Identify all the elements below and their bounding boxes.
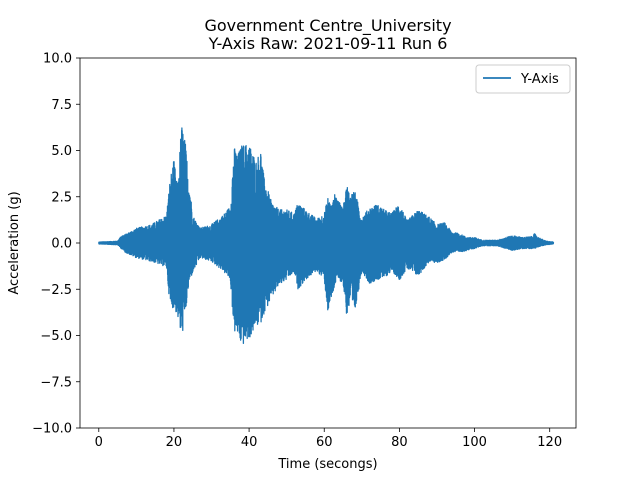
- y-tick-label: 0.0: [51, 237, 72, 252]
- series-line-y-axis: [98, 127, 555, 345]
- y-tick-label: 10.0: [43, 52, 72, 67]
- y-tick-label: 7.5: [51, 98, 72, 113]
- x-axis-label: Time (secongs): [277, 457, 377, 472]
- x-tick-label: 0: [95, 435, 103, 450]
- axes: 0 20 40 60 80 100 120 −10.0 −7.5 −5.0 −2.5 0.0 2.5 5.…: [32, 52, 577, 450]
- x-tick-label: 20: [166, 435, 183, 450]
- x-tick-label: 60: [316, 435, 333, 450]
- y-tick-label: −7.5: [40, 375, 72, 390]
- x-tick-label: 100: [462, 435, 487, 450]
- plot-area: [98, 127, 555, 345]
- y-tick-label: −10.0: [32, 422, 72, 437]
- x-tick-label: 80: [391, 435, 408, 450]
- y-tick-label: 5.0: [51, 144, 72, 159]
- y-tick-label: 2.5: [51, 190, 72, 205]
- legend-label: Y-Axis: [520, 72, 559, 87]
- x-tick-label: 120: [537, 435, 562, 450]
- chart-title: Government Centre_University: [204, 16, 451, 36]
- legend: Y-Axis: [475, 64, 571, 94]
- legend-box: [475, 64, 571, 94]
- x-tick-label: 40: [241, 435, 258, 450]
- chart-subtitle: Y-Axis Raw: 2021-09-11 Run 6: [208, 34, 448, 53]
- y-tick-label: −2.5: [40, 283, 72, 298]
- y-axis-label: Acceleration (g): [7, 191, 22, 294]
- y-tick-label: −5.0: [40, 329, 72, 344]
